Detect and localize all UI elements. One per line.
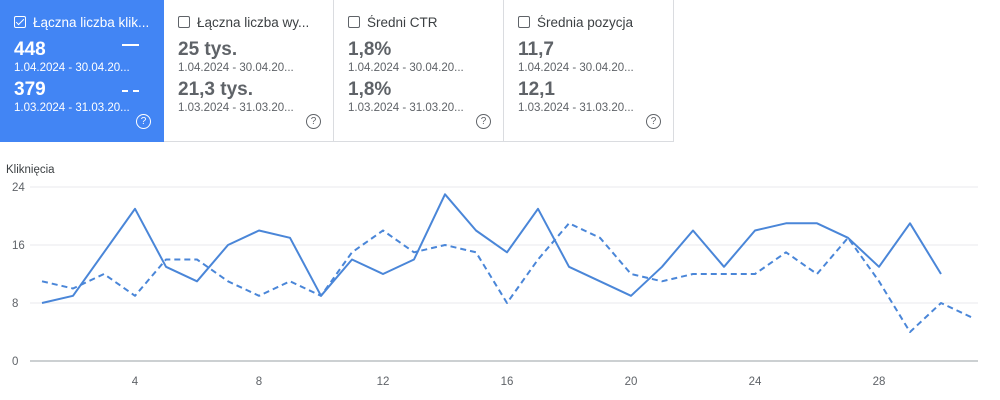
metric-range: 1.04.2024 - 30.04.20... [178,62,294,74]
dashed-line-legend-icon [122,90,139,92]
metric-value: 448 [14,39,46,60]
checkbox-icon[interactable] [14,16,26,28]
metric-range: 1.04.2024 - 30.04.20... [14,62,130,74]
y-tick-label: 8 [12,298,18,310]
y-axis-title: Kliknięcia [6,164,55,176]
metric-card-clicks[interactable]: Łączna liczba klik... 448 1.04.2024 - 30… [0,0,164,142]
x-tick-label: 24 [749,376,762,388]
metric-compare-value: 1,8% [348,79,392,100]
metric-compare-value: 379 [14,79,46,100]
metric-card-impressions[interactable]: Łączna liczba wy... 25 tys. 1.04.2024 - … [164,0,334,142]
series-line-solid [41,193,942,304]
metric-value: 1,8% [348,39,392,60]
x-tick-label: 16 [501,376,514,388]
metric-compare-value: 21,3 tys. [178,79,253,100]
series-lines [41,193,973,333]
metric-card-ctr[interactable]: Średni CTR 1,8% 1.04.2024 - 30.04.20... … [334,0,504,142]
metric-label: Łączna liczba wy... [197,14,310,30]
metric-compare-range: 1.03.2024 - 31.03.20... [178,102,294,114]
metric-card-position[interactable]: Średnia pozycja 11,7 1.04.2024 - 30.04.2… [504,0,674,142]
metric-compare-range: 1.03.2024 - 31.03.20... [14,102,130,114]
checkbox-icon[interactable] [348,16,360,28]
help-icon[interactable]: ? [306,114,321,129]
help-icon[interactable]: ? [476,114,491,129]
metric-label: Średni CTR [367,14,438,30]
metric-value: 11,7 [518,39,554,60]
metric-value: 25 tys. [178,39,238,60]
metric-range: 1.04.2024 - 30.04.20... [348,62,464,74]
x-tick-label: 28 [873,376,886,388]
x-tick-label: 12 [377,376,390,388]
series-line-dashed [41,222,973,333]
metric-compare-range: 1.03.2024 - 31.03.20... [348,102,464,114]
metric-label: Łączna liczba klik... [33,14,150,30]
y-tick-label: 24 [12,182,25,194]
x-tick-label: 20 [625,376,638,388]
metric-range: 1.04.2024 - 30.04.20... [518,62,634,74]
x-tick-label: 4 [132,376,139,388]
y-tick-label: 0 [12,356,18,368]
y-axis-ticks: 0 8 16 24 [12,182,25,368]
x-axis-ticks: 4 8 12 16 20 24 28 [132,376,886,388]
clicks-line-chart: 0 8 16 24 4 8 12 16 20 24 28 [12,182,978,388]
checkbox-icon[interactable] [518,16,530,28]
checkbox-icon[interactable] [178,16,190,28]
help-icon[interactable]: ? [136,114,151,129]
metric-compare-value: 12,1 [518,79,555,100]
metric-compare-range: 1.03.2024 - 31.03.20... [518,102,634,114]
solid-line-legend-icon [122,44,139,46]
grid-lines [30,186,978,362]
metric-label: Średnia pozycja [537,14,634,30]
metric-cards: Łączna liczba klik... 448 1.04.2024 - 30… [0,0,674,142]
help-icon[interactable]: ? [646,114,661,129]
x-tick-label: 8 [256,376,262,388]
y-tick-label: 16 [12,240,25,252]
